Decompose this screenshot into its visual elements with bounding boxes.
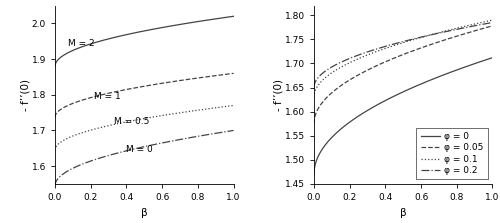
- Y-axis label: - f’’(0): - f’’(0): [20, 79, 30, 111]
- Y-axis label: - f’’(0): - f’’(0): [274, 79, 283, 111]
- Legend: φ = 0, φ = 0.05, φ = 0.1, φ = 0.2: φ = 0, φ = 0.05, φ = 0.1, φ = 0.2: [416, 128, 488, 180]
- Text: M = 0: M = 0: [126, 145, 153, 153]
- Text: M = 0.5: M = 0.5: [114, 117, 150, 126]
- X-axis label: β: β: [400, 208, 406, 218]
- X-axis label: β: β: [141, 208, 148, 218]
- Text: M = 2: M = 2: [68, 39, 94, 47]
- Text: M = 1: M = 1: [94, 92, 121, 101]
